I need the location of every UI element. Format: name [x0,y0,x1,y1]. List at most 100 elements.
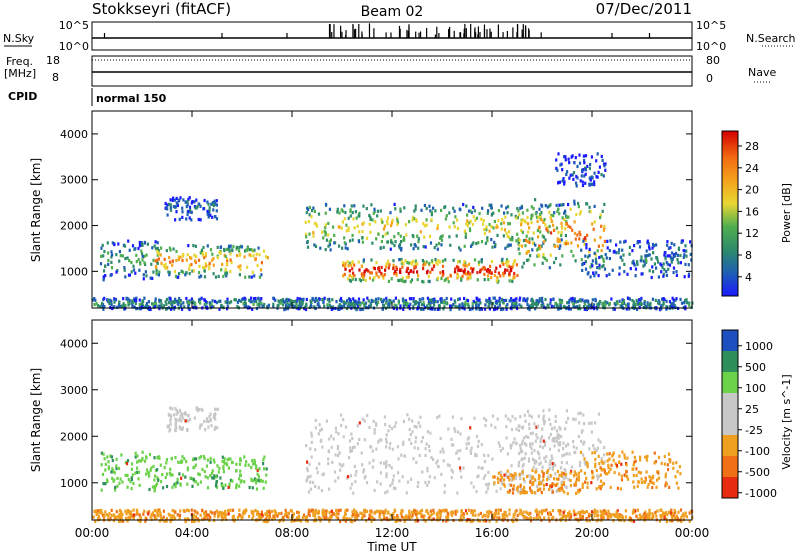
velocity-cell [361,463,364,467]
velocity-cell [570,515,573,519]
power-cell [430,213,433,217]
power-cell [332,225,335,229]
velocity-cell [593,447,596,451]
velocity-cell [545,482,548,487]
power-cell [122,297,125,301]
power-cell [584,154,588,158]
velocity-cell [652,481,655,485]
velocity-cell [542,439,545,443]
velocity-cell [203,419,206,424]
power-cell [220,303,223,307]
velocity-cell [419,510,422,514]
power-cell [224,300,227,304]
velocity-cell [523,456,526,460]
velocity-cell [370,445,373,449]
power-cell [489,264,492,268]
x-tick-label: 00:00 [75,526,110,540]
power-cell [324,233,327,237]
power-cell [543,217,546,222]
power-cell [619,304,622,308]
velocity-cell [595,448,598,452]
velocity-cell [625,470,628,474]
velocity-cell [166,472,169,476]
velocity-cell [559,487,562,491]
power-cell [580,299,583,303]
power-cell [592,271,595,275]
velocity-cell [633,455,636,459]
velocity-cell [480,466,483,470]
power-cell [587,300,590,304]
power-cell [264,255,268,259]
power-cell [184,200,187,204]
power-cell [317,304,320,308]
velocity-cell [524,441,527,446]
velocity-cell [222,466,225,470]
velocity-cell [354,516,357,520]
power-cell [104,274,107,278]
velocity-cell [423,514,426,518]
power-cell [428,261,431,266]
power-cell [670,256,673,261]
velocity-cell [561,517,565,521]
power-cell [525,251,528,255]
power-cell [118,250,121,254]
power-cell [508,299,511,303]
power-cell [382,227,386,231]
velocity-cell [202,511,206,515]
velocity-cb-tick-label: -25 [745,424,763,437]
velocity-cell [558,433,561,438]
velocity-cell [274,513,277,517]
power-cell [664,251,667,255]
power-cell [218,250,221,255]
power-cell [160,261,163,265]
power-cell [470,244,473,248]
velocity-cell [543,422,546,426]
power-cell [93,303,96,307]
velocity-cell [660,461,663,465]
power-cell [395,307,399,311]
power-cell [282,298,285,302]
velocity-cell [512,477,515,481]
velocity-cell [426,469,429,473]
velocity-cell [529,486,532,490]
velocity-cell [260,510,263,514]
velocity-cell [139,519,142,524]
velocity-cell [178,408,182,412]
power-cell [352,217,355,221]
velocity-cell [497,508,500,512]
power-cell [572,177,575,181]
velocity-cell [566,443,569,447]
power-cell [200,274,203,278]
power-cell [375,297,378,301]
velocity-cell [213,474,216,478]
power-cell [357,240,361,244]
power-cell [179,305,183,309]
power-cell [531,248,534,252]
power-cell [135,307,138,311]
velocity-cell [94,509,97,513]
velocity-cell [147,512,150,516]
power-cell [135,260,138,264]
velocity-cell [674,510,677,514]
velocity-cell [432,508,435,512]
x-axis-label: Time UT [366,540,417,554]
power-cell [436,262,439,266]
power-cell [436,307,439,311]
power-cell [393,303,396,307]
velocity-cell [410,477,413,481]
power-cell [218,307,221,311]
power-cell [208,303,212,307]
power-cell [412,247,415,251]
velocity-cell [602,516,605,520]
velocity-cell [542,478,545,482]
velocity-cell [175,408,178,413]
velocity-cell [545,455,548,459]
power-cell [526,239,529,243]
velocity-cell [635,473,638,478]
velocity-cell [600,516,603,520]
power-cell [158,304,161,308]
count-strip-frame [91,21,693,51]
power-cell [362,277,365,281]
power-cell [226,304,229,308]
velocity-cell [268,515,271,519]
